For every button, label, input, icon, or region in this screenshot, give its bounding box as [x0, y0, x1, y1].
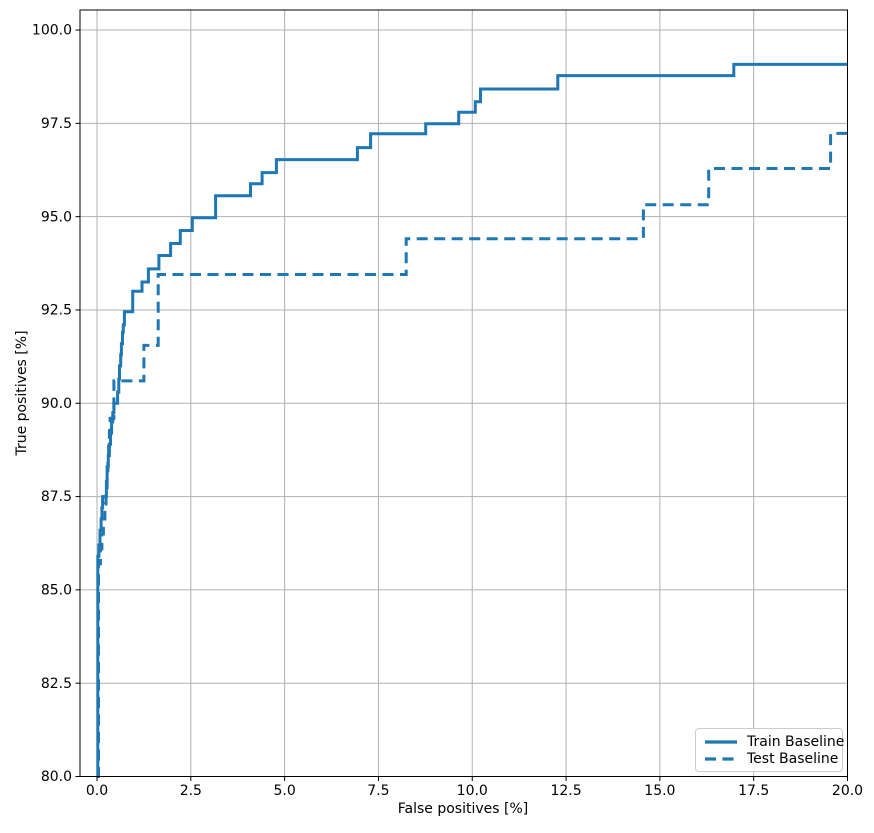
- y-tick-label: 95.0: [41, 209, 72, 225]
- x-tick-label: 7.5: [367, 783, 389, 799]
- x-tick-label: 20.0: [832, 783, 863, 799]
- test-baseline-line: [97, 131, 848, 778]
- x-tick-label: 12.5: [550, 783, 581, 799]
- axes-frame: [79, 9, 848, 777]
- x-axis-label: False positives [%]: [397, 801, 529, 817]
- legend-item: Test Baseline: [704, 751, 838, 768]
- y-tick-label: 82.5: [41, 676, 72, 692]
- x-tick-label: 10.0: [457, 783, 488, 799]
- solid-line-sample-icon: [705, 740, 737, 744]
- x-tick-label: 0.0: [86, 783, 108, 799]
- dashed-line-sample-icon: [705, 757, 737, 761]
- y-tick-label: 80.0: [41, 769, 72, 785]
- legend-label: Train Baseline: [747, 734, 845, 751]
- x-tick-label: 17.5: [738, 783, 769, 799]
- legend-item: Train Baseline: [704, 734, 844, 751]
- x-tick-label: 5.0: [273, 783, 295, 799]
- legend: Train Baseline Test Baseline: [695, 728, 844, 772]
- legend-label: Test Baseline: [747, 750, 839, 767]
- y-tick-label: 90.0: [41, 396, 72, 412]
- y-tick-label: 92.5: [41, 303, 72, 319]
- x-tick-label: 15.0: [644, 783, 675, 799]
- y-tick-label: 100.0: [32, 23, 72, 39]
- y-tick-label: 85.0: [41, 583, 72, 599]
- y-tick-label: 97.5: [41, 116, 72, 132]
- y-tick-label: 87.5: [41, 489, 72, 505]
- y-axis-label: True positives [%]: [14, 330, 30, 456]
- x-tick-label: 2.5: [180, 783, 202, 799]
